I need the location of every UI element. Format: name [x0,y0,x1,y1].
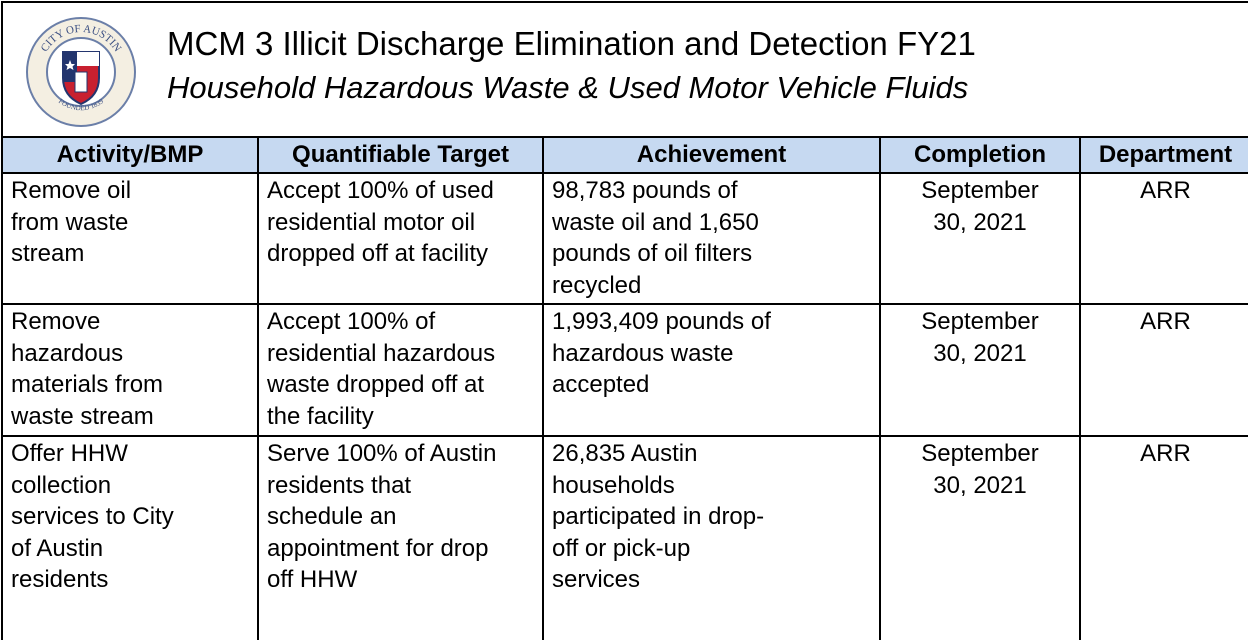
cell-line: 30, 2021 [933,208,1027,236]
cell-line: recycled [552,271,642,299]
cell-line: waste stream [11,402,154,430]
cell-line: ARR [1140,177,1191,204]
cell-line: materials from [11,371,164,398]
cell-line: off HHW [267,566,358,593]
table-cell: September 30, 2021 [879,172,1079,303]
cell-line: hazardous [11,339,124,367]
header-cell: Completion [879,136,1079,172]
cell-line: participated in drop- [552,503,765,530]
cell-line: appointment for drop [267,534,489,562]
title: MCM 3 Illicit Discharge Elimination and … [167,25,976,62]
cell-line: services to City [11,503,174,530]
table-cell: ARR [1079,303,1248,435]
cell-line: ARR [1140,308,1191,335]
table-cell: ARR [1079,435,1248,640]
cell-line: waste oil and 1,650 [552,208,759,236]
header-cell: Department [1079,136,1248,172]
cell-line: September [921,177,1039,204]
subtitle: Household Hazardous Waste & Used Motor V… [167,70,969,105]
header: CITY OF AUSTIN FOUNDED 1839 MCM 3 Illici… [1,1,1248,136]
cell-line: pounds of oil filters [552,240,753,267]
cell-line: dropped off at facility [267,240,489,267]
cell-line: from waste [11,208,129,236]
cell-line: Accept 100% of used [267,177,494,204]
header-cell: Achievement [542,136,879,172]
cell-line: residents [11,566,109,593]
cell-line: Accept 100% of [267,308,436,335]
cell-line: Offer HHW [11,440,128,467]
header-cell: Activity/BMP [1,136,257,172]
cell-line: 98,783 pounds of [552,177,738,204]
table-cell: 26,835 Austin households participated in d… [542,435,879,640]
header-cell: Quantifiable Target [257,136,542,172]
cell-line: Remove oil [11,177,132,204]
cell-line: 26,835 Austin [552,440,698,467]
cell-line: hazardous waste [552,339,734,367]
table-cell: September 30, 2021 [879,435,1079,640]
cell-line: the facility [267,402,374,430]
cell-line: residential hazardous [267,339,496,367]
table-cell: Accept 100% of residential hazardous waste… [257,303,542,435]
cell-line: residents that [267,471,412,499]
cell-line: off or pick-up [552,534,691,562]
cell-line: 30, 2021 [933,339,1027,367]
table-cell: Remove oil from waste stream [1,172,257,303]
table-cell: Accept 100% of used residential motor oil… [257,172,542,303]
cell-line: accepted [552,371,650,398]
cell-line: stream [11,240,85,267]
table-cell: ARR [1079,172,1248,303]
cell-line: collection [11,471,112,499]
table-cell: 1,993,409 pounds of hazardous waste accept… [542,303,879,435]
cell-line: waste dropped off at [267,371,485,398]
cell-line: September [921,440,1039,467]
table-cell: Serve 100% of Austin residents that schedu… [257,435,542,640]
city-seal: CITY OF AUSTIN FOUNDED 1839 [26,17,136,127]
cell-line: ARR [1140,440,1191,467]
cell-line: residential motor oil [267,208,476,236]
cell-line: Serve 100% of Austin [267,440,497,467]
table-cell: 98,783 pounds of waste oil and 1,650 pound… [542,172,879,303]
cell-line: September [921,308,1039,335]
cell-line: services [552,566,641,593]
cell-line: households [552,471,675,499]
table-cell: Remove hazardous materials from waste strea… [1,303,257,435]
cell-line: 1,993,409 pounds of [552,308,771,335]
cell-line: schedule an [267,503,397,530]
table-cell: Offer HHW collection services to City of Au… [1,435,257,640]
cell-line: Remove [11,308,101,335]
table-cell: September 30, 2021 [879,303,1079,435]
cell-line: of Austin [11,534,104,562]
cell-line: 30, 2021 [933,471,1027,499]
